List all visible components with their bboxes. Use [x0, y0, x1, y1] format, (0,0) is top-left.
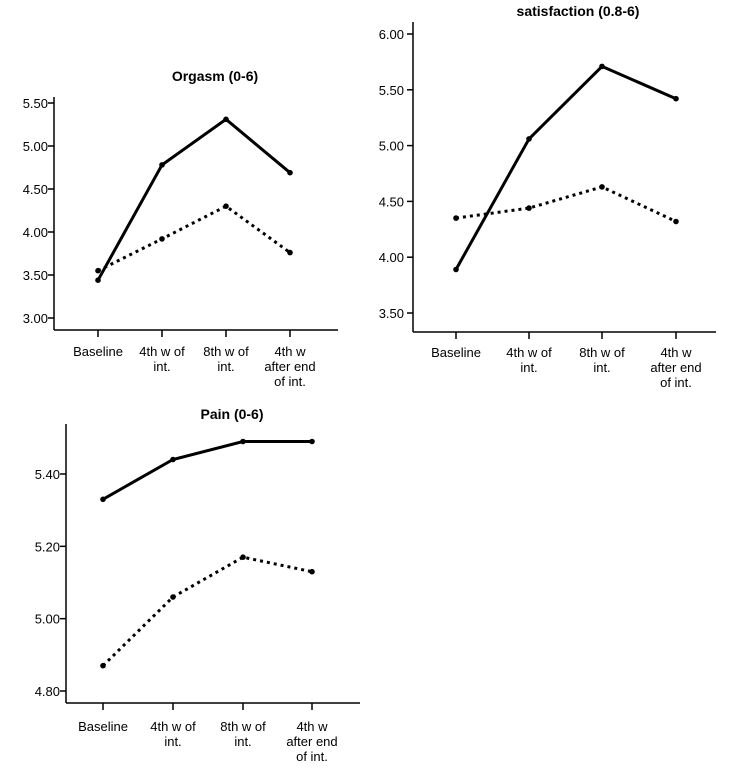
- x-tick-label: 8th w of: [203, 344, 249, 359]
- series-line-dotted: [97, 204, 291, 273]
- data-point-solid: [673, 95, 679, 102]
- x-tick-label: 4th w of: [139, 344, 185, 359]
- x-tick-label: 4th w: [296, 719, 328, 734]
- y-tick-label: 4.50: [379, 194, 404, 209]
- data-point-solid: [95, 277, 101, 284]
- chart-title: satisfaction (0.8-6): [517, 3, 640, 19]
- y-tick-label: 5.20: [35, 539, 60, 554]
- x-tick-label: after end: [286, 734, 337, 749]
- x-tick-label: int.: [164, 734, 181, 749]
- y-tick-label: 4.80: [35, 684, 60, 699]
- y-tick-label: 3.50: [379, 306, 404, 321]
- data-point-dotted: [223, 203, 229, 209]
- data-point-solid: [159, 162, 165, 168]
- data-point-dotted: [453, 215, 459, 221]
- y-tick-label: 3.50: [23, 268, 48, 283]
- series-line-dotted: [101, 555, 313, 667]
- x-tick-label: int.: [234, 734, 251, 749]
- x-tick-label: of int.: [296, 749, 328, 764]
- x-tick-label: int.: [593, 360, 610, 375]
- x-tick-label: 4th w of: [506, 345, 552, 360]
- y-tick-label: 3.00: [23, 311, 48, 326]
- data-point-dotted: [159, 236, 165, 242]
- x-tick-label: 4th w of: [150, 719, 196, 734]
- series-line-solid: [96, 117, 291, 281]
- data-point-solid: [526, 136, 532, 142]
- chart-satisfaction: satisfaction (0.8-6) 6.00 5.50 5.00 4.50 4.0…: [379, 3, 716, 390]
- data-point-solid: [453, 266, 459, 273]
- data-point-solid: [170, 456, 176, 463]
- series-line-solid: [454, 64, 677, 271]
- y-tick-label: 4.00: [379, 250, 404, 265]
- x-tick-label: 8th w of: [220, 719, 266, 734]
- y-tick-label: 5.40: [35, 467, 60, 482]
- series-line-dotted: [455, 185, 677, 223]
- y-tick-label: 5.00: [379, 139, 404, 154]
- x-tick-label: int.: [153, 359, 170, 374]
- y-tick-label: 6.00: [379, 27, 404, 42]
- x-tick-label: int.: [520, 360, 537, 375]
- y-tick-label: 5.50: [379, 83, 404, 98]
- data-point-solid: [223, 116, 229, 123]
- data-point-dotted: [100, 662, 106, 669]
- data-point-dotted: [673, 218, 679, 225]
- x-tick-label: Baseline: [73, 344, 123, 359]
- chart-pain: Pain (0-6) 5.40 5.20 5.00 4.80 Baseline 4th w…: [35, 406, 360, 764]
- x-tick-label: Baseline: [431, 345, 481, 360]
- series-line-solid: [102, 440, 312, 501]
- chart-title: Orgasm (0-6): [172, 68, 258, 84]
- x-tick-label: 4th w: [274, 344, 306, 359]
- data-point-dotted: [526, 205, 532, 211]
- y-tick-label: 5.50: [23, 96, 48, 111]
- chart-orgasm: Orgasm (0-6) 5.50 5.00 4.50 4.00 3.50 3.00 Bas…: [23, 68, 338, 389]
- y-tick-label: 5.00: [23, 139, 48, 154]
- x-tick-label: of int.: [274, 374, 306, 389]
- data-point-solid: [309, 438, 315, 445]
- x-tick-label: Baseline: [78, 719, 128, 734]
- y-tick-label: 4.50: [23, 182, 48, 197]
- x-tick-label: int.: [217, 359, 234, 374]
- chart-title: Pain (0-6): [200, 406, 263, 422]
- data-point-solid: [599, 63, 605, 70]
- data-point-solid: [100, 496, 106, 503]
- data-point-dotted: [170, 594, 176, 600]
- data-point-solid: [240, 438, 246, 445]
- x-tick-label: of int.: [660, 375, 692, 390]
- x-tick-label: 8th w of: [579, 345, 625, 360]
- x-tick-label: 4th w: [660, 345, 692, 360]
- data-point-dotted: [240, 554, 246, 560]
- y-tick-label: 4.00: [23, 225, 48, 240]
- data-point-dotted: [309, 568, 315, 575]
- y-tick-label: 5.00: [35, 612, 60, 627]
- x-tick-label: after end: [650, 360, 701, 375]
- data-point-dotted: [599, 184, 605, 190]
- data-point-dotted: [287, 249, 293, 256]
- x-tick-label: after end: [264, 359, 315, 374]
- data-point-dotted: [95, 267, 101, 274]
- data-point-solid: [287, 169, 293, 176]
